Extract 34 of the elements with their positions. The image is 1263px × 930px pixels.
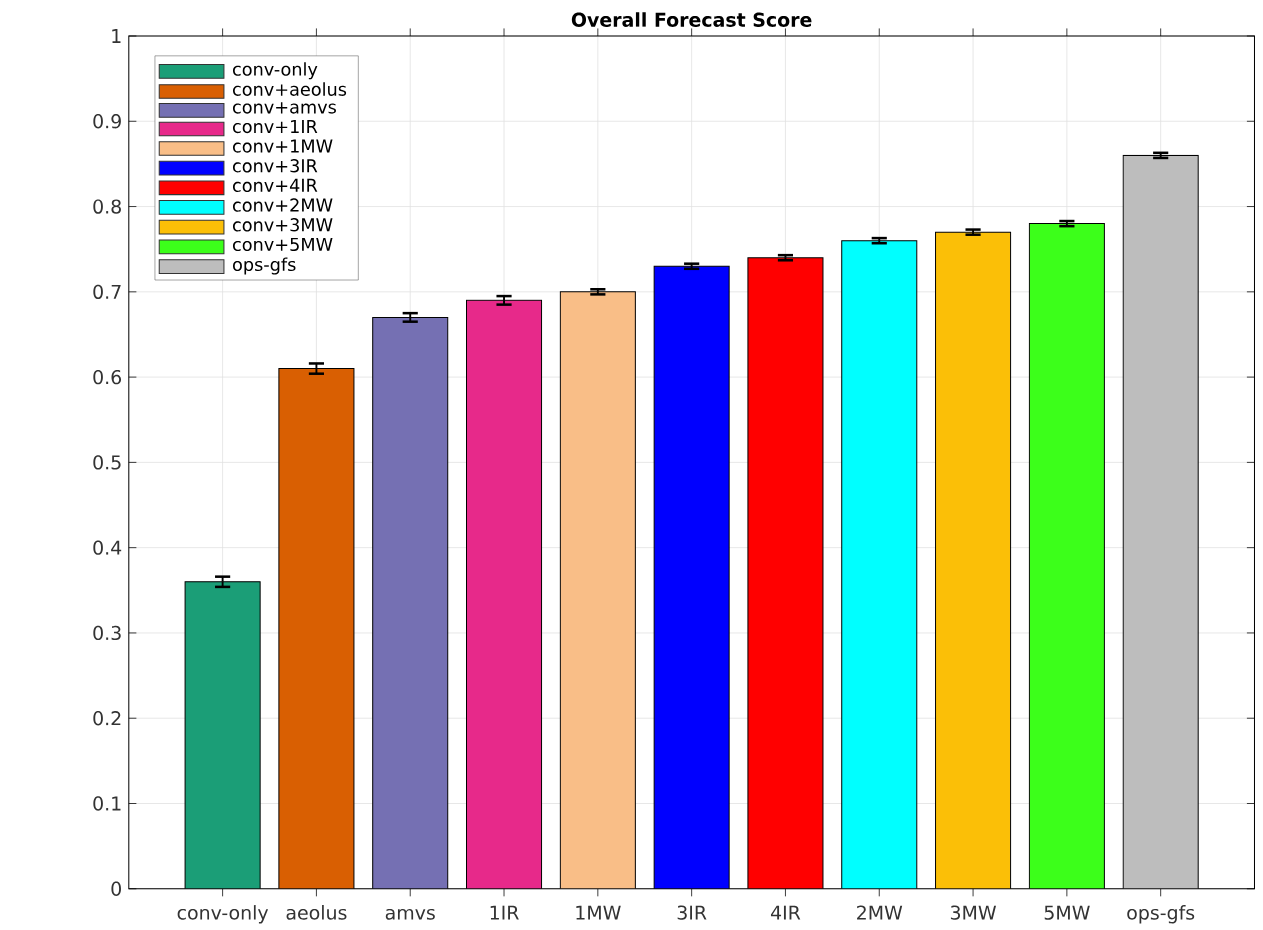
legend-label: ops-gfs [233,257,296,275]
y-tick-label: 0.1 [93,796,121,811]
legend-label: conv+5MW [233,237,333,252]
x-tick-label: 1MW [576,905,621,920]
y-tick-label: 0.7 [93,284,121,300]
legend-label: conv+3MW [233,218,333,232]
legend-label: conv+1MW [233,139,333,153]
x-tick-label: 5MW [1044,905,1090,920]
legend-label: conv+2MW [233,198,333,212]
x-tick-label: 3IR [677,905,707,920]
legend-label: conv+aeolus [233,82,347,96]
legend-label: conv+1IR [233,120,318,134]
y-tick-label: 0.4 [93,540,122,555]
chart-title: Overall Forecast Score [571,12,812,27]
y-tick-label: 0 [111,881,121,896]
x-tick-label: ops-gfs [1127,905,1195,924]
x-tick-label: conv-only [177,905,269,924]
legend-label: conv-only [233,62,318,80]
x-tick-label: 1IR [490,905,519,920]
legend-label: conv+4IR [233,178,318,193]
x-tick-label: aeolus [286,905,347,920]
x-tick-label: 2MW [857,905,903,920]
y-tick-label: 0.6 [93,369,122,385]
y-tick-label: 0.3 [93,625,121,641]
x-tick-label: amvs [385,908,435,920]
legend-label: conv+3IR [233,159,318,173]
y-tick-label: 1 [112,29,121,43]
y-tick-label: 0.2 [93,711,121,726]
y-tick-label: 0.5 [93,455,121,470]
x-tick-label: 4IR [770,905,801,920]
y-tick-label: 0.8 [93,199,121,214]
x-tick-label: 3MW [950,905,997,920]
legend-label: conv+amvs [233,102,336,114]
y-tick-label: 0.9 [93,114,121,129]
